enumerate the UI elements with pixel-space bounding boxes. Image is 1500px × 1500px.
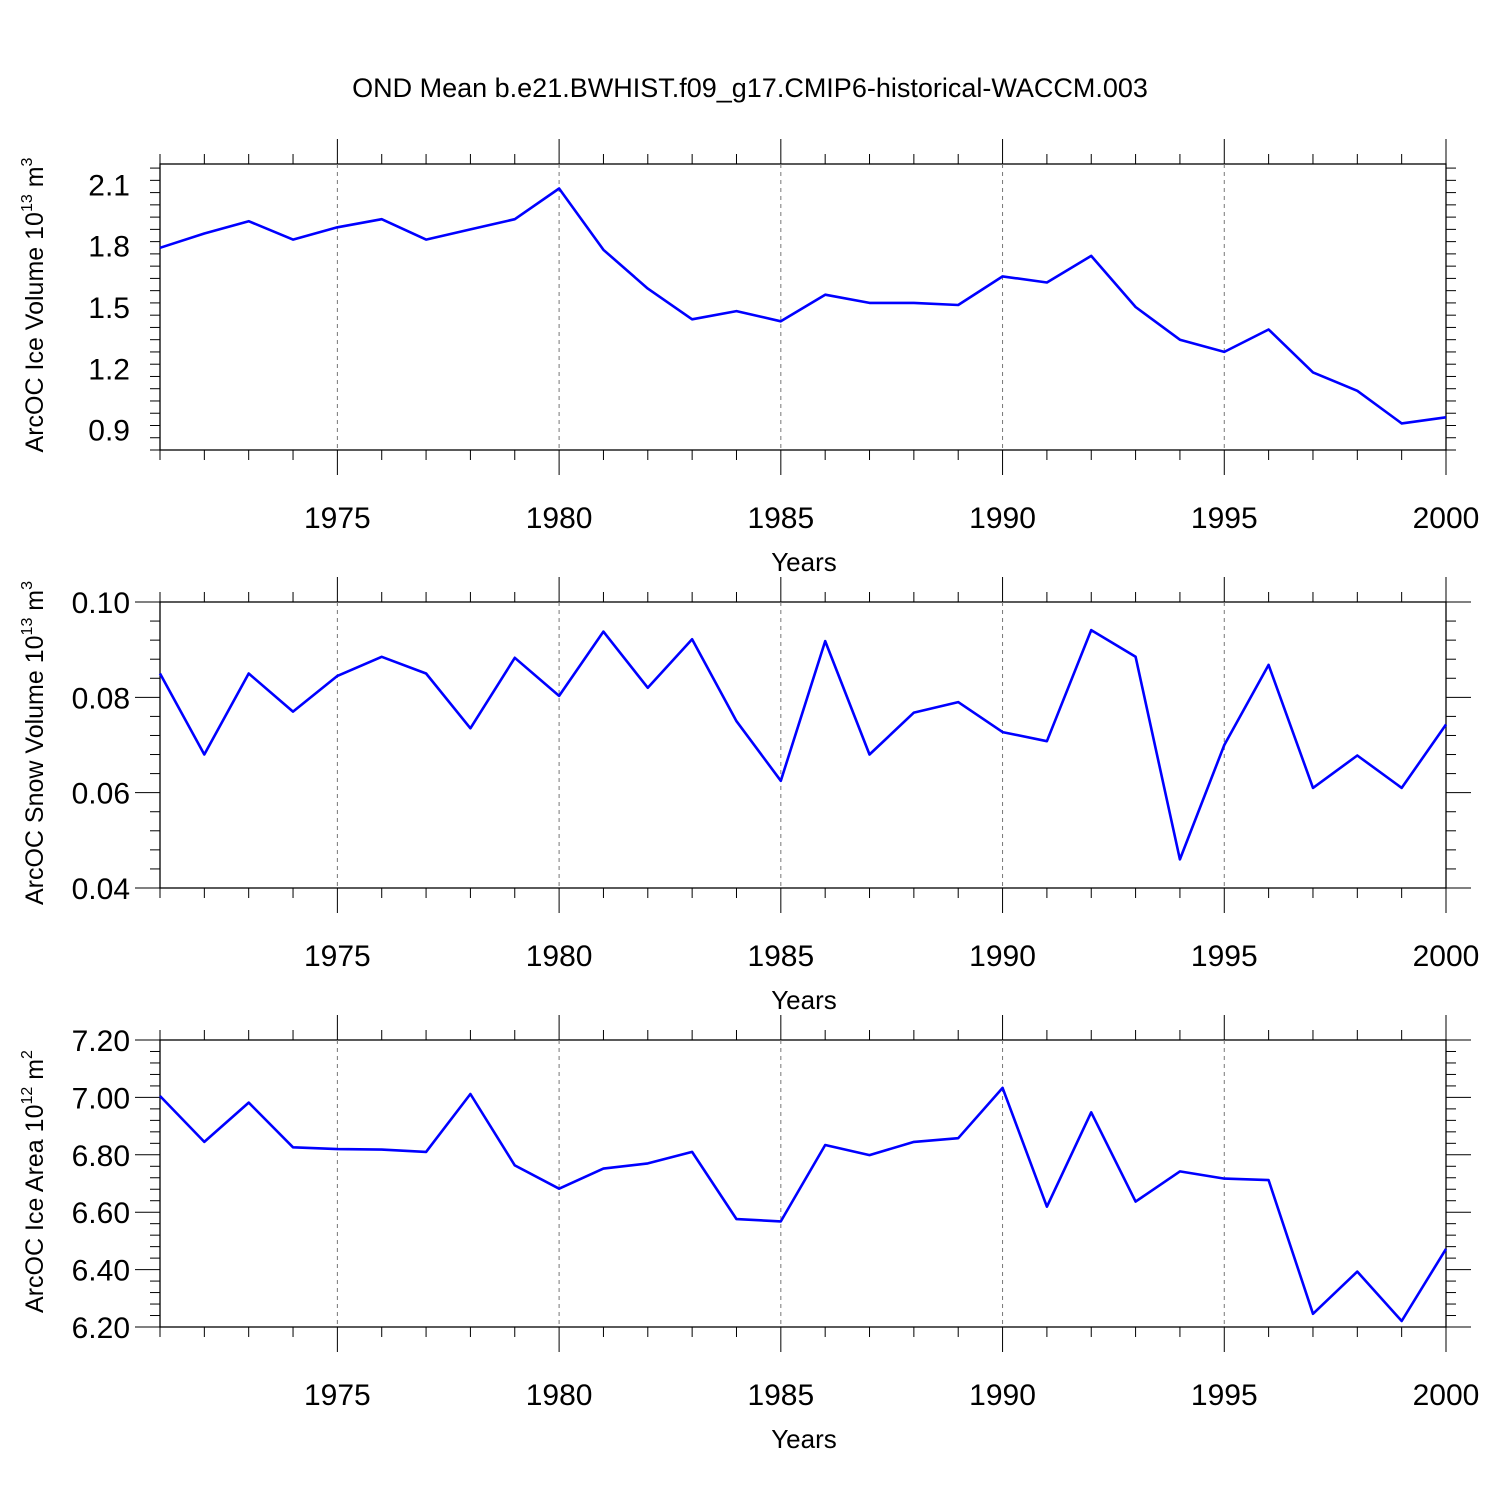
x-axis-label: Years [771, 547, 837, 577]
x-tick-label: 1995 [1191, 940, 1258, 973]
chart-panels: 1975 1980 1985 1990 1995 2000 0.9 1.2 1.5 1.8 2.1 Y… [19, 139, 1479, 1454]
y-tick-label: 0.04 [72, 873, 130, 906]
chart-panel-1: 1975 1980 1985 1990 1995 2000 0.9 1.2 1.5 1.8 2.1 Y… [19, 139, 1479, 577]
series-line [158, 628, 1448, 861]
chart-panel-3: 1975 1980 1985 1990 1995 2000 6.20 6.40 6.60 6.80… [19, 1015, 1479, 1454]
chart-panel-2: 1975 1980 1985 1990 1995 2000 0.04 0.06 0.08 0.10… [19, 577, 1479, 1015]
x-tick-label: 2000 [1413, 1379, 1480, 1412]
y-label-superscript: 2 [19, 1050, 36, 1059]
x-tick-label: 1980 [526, 502, 593, 535]
y-tick-label: 1.5 [88, 292, 130, 325]
y-tick-label: 6.20 [72, 1312, 130, 1345]
y-label-superscript: 13 [19, 618, 36, 636]
y-axis-label: ArcOC Ice Volume 1013 m3 [19, 157, 49, 452]
y-tick-label: 6.40 [72, 1255, 130, 1288]
x-tick-label: 1985 [747, 940, 814, 973]
y-tick-label: 0.10 [72, 587, 130, 620]
y-tick-label: 6.80 [72, 1140, 130, 1173]
y-label-text: m [21, 166, 49, 194]
x-tick-label: 1990 [969, 502, 1036, 535]
y-label-superscript: 3 [19, 157, 36, 166]
y-tick-label: 6.60 [72, 1197, 130, 1230]
y-tick-label: 2.1 [88, 169, 130, 202]
y-axis-label: ArcOC Snow Volume 1013 m3 [19, 581, 49, 905]
plot-frame [159, 1039, 1447, 1328]
y-tick-label: 0.9 [88, 415, 130, 448]
y-tick-label: 7.00 [72, 1082, 130, 1115]
x-tick-label: 1980 [526, 1379, 593, 1412]
y-tick-label: 1.8 [88, 231, 130, 264]
x-tick-label: 2000 [1413, 940, 1480, 973]
y-tick-label: 7.20 [72, 1025, 130, 1058]
y-label-text: m [21, 1059, 49, 1087]
y-label-text: ArcOC Ice Area 10 [21, 1105, 49, 1313]
x-tick-label: 1995 [1191, 502, 1258, 535]
series-line [159, 187, 1447, 425]
y-tick-label: 0.08 [72, 682, 130, 715]
y-label-superscript: 3 [19, 581, 36, 590]
series-line [159, 1086, 1448, 1323]
x-tick-label: 1990 [969, 1379, 1036, 1412]
x-tick-label: 1980 [526, 940, 593, 973]
y-axis-label: ArcOC Ice Area 1012 m2 [19, 1050, 49, 1313]
x-axis-label: Years [771, 985, 837, 1015]
x-tick-label: 1975 [304, 1379, 371, 1412]
y-tick-label: 0.06 [72, 778, 130, 811]
x-tick-label: 1975 [304, 940, 371, 973]
y-label-superscript: 13 [19, 194, 36, 212]
plot-frame [159, 601, 1447, 889]
x-tick-label: 1985 [747, 502, 814, 535]
x-tick-label: 1985 [747, 1379, 814, 1412]
figure-title: OND Mean b.e21.BWHIST.f09_g17.CMIP6-hist… [352, 73, 1148, 103]
x-tick-label: 1990 [969, 940, 1036, 973]
y-label-text: ArcOC Ice Volume 10 [21, 212, 49, 452]
x-tick-label: 1995 [1191, 1379, 1258, 1412]
y-label-superscript: 12 [19, 1087, 36, 1105]
plot-frame [159, 163, 1447, 451]
x-axis-label: Years [771, 1424, 837, 1454]
y-label-text: ArcOC Snow Volume 10 [21, 635, 49, 905]
y-label-text: m [21, 590, 49, 618]
y-tick-label: 1.2 [88, 353, 130, 386]
x-tick-label: 2000 [1413, 502, 1480, 535]
x-tick-label: 1975 [304, 502, 371, 535]
